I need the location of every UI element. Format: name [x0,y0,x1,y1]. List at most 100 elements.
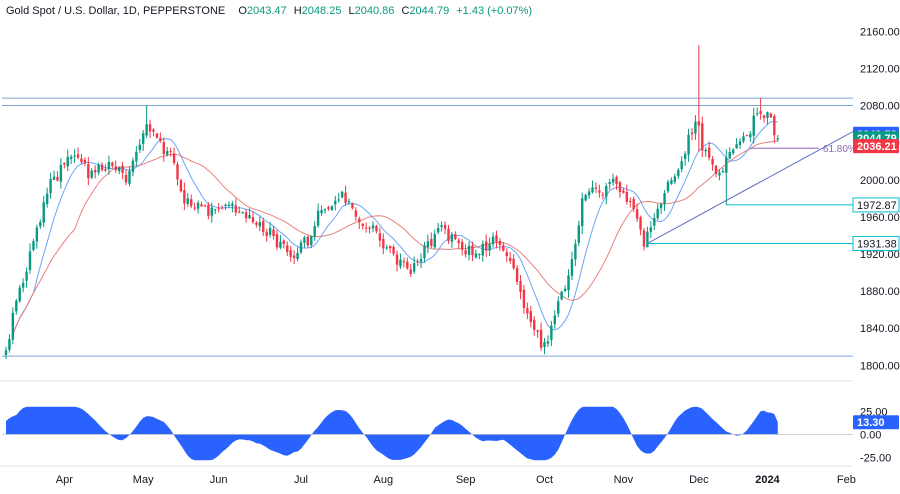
candle-body [196,202,200,209]
candle-body [358,218,361,223]
oscillator-axis-tick-label: 0.00 [860,429,881,441]
time-axis-tick-label: Nov [614,474,634,486]
candle-body [128,171,131,184]
candle-body [639,217,642,230]
price-axis-tick-label: 1960.00 [860,212,900,224]
candle-body [395,254,399,265]
candle-body [512,258,515,269]
candle-body [18,287,21,302]
candle-body [258,222,262,227]
high-value: 2048.25 [301,5,342,17]
candle-body [337,199,340,201]
candle-body [526,308,529,314]
symbol-title[interactable]: Gold Spot / U.S. Dollar, 1D, PEPPERSTONE [6,5,226,17]
candle-body [117,167,121,172]
candle-body [485,241,488,251]
annotations-layer: 61.80% [647,131,857,244]
candle-body [104,169,107,171]
candle-body [234,205,238,213]
candle-body [28,251,32,270]
candle-body [371,225,375,229]
change-value: +1.43 (+0.07%) [456,5,533,17]
candle-body [608,182,611,185]
candle-body [15,300,18,312]
candle-body [522,289,526,308]
candle-body [255,222,258,225]
time-axis-tick-label: Feb [837,474,856,486]
candle-body [642,230,646,247]
candle-body [138,144,141,151]
candle-body [73,155,76,157]
candle-body [299,242,303,253]
axes-layer: 1800.00 1840.00 1880.00 1920.00 1960.00 2000.… [56,26,900,486]
time-axis-tick-label: Aug [374,474,394,486]
candle-body [320,210,323,214]
candle-body [220,207,224,209]
candle-body [412,263,416,272]
candle-body [598,190,601,193]
candle-body [488,244,491,251]
level-tag-box [852,235,900,251]
candle-body [670,180,673,184]
candle-body [124,175,128,183]
candle-body [21,282,25,288]
candle-body [615,177,618,185]
candle-body [66,156,69,167]
candle-body [313,226,316,237]
candle-body [399,259,402,267]
candle-body [725,157,728,173]
candle-body [618,182,622,193]
candle-body [176,164,179,180]
candle-body [680,161,683,170]
oscillator-layer [2,406,853,461]
candle-body [594,187,598,189]
candle-body [172,153,176,163]
candle-body [279,241,282,248]
candle-body [145,124,148,136]
candle-body [340,191,344,198]
candle-body [529,311,532,323]
symbol-legend[interactable]: Gold Spot / U.S. Dollar, 1D, PEPPERSTONE… [6,5,532,17]
time-axis-tick-label: 2024 [755,474,780,486]
candle-body [162,142,165,155]
candle-body [327,207,330,209]
candle-body [450,234,454,242]
candle-body [632,198,635,210]
candle-body [704,149,707,152]
candle-body [776,138,779,140]
candle-body [217,208,220,210]
price-axis-tick-label: 1840.00 [860,323,900,335]
candle-body [745,135,749,137]
candle-body [731,149,735,154]
candle-body [536,330,539,332]
candle-body [755,113,759,115]
candle-body [39,222,42,227]
price-axis-tick-label: 1800.00 [860,360,900,372]
candle-body [114,166,117,171]
price-axis-tick-label: 2000.00 [860,175,900,187]
candle-body [546,341,550,344]
time-axis-tick-label: Oct [536,474,553,486]
candle-body [574,243,577,260]
candle-body [416,261,419,263]
candle-body [635,209,639,219]
candle-body [42,202,45,223]
candle-body [69,156,73,159]
candle-body [4,350,8,355]
candle-body [728,152,731,159]
trendline[interactable] [647,131,854,244]
low-label: L [348,5,355,17]
candle-body [584,195,587,201]
candle-body [155,133,159,138]
candle-body [385,247,388,249]
candle-body [491,236,495,245]
candle-body [611,178,615,183]
candle-body [457,240,460,244]
candle-body [368,227,371,229]
candle-body [656,208,659,219]
candle-body [742,136,745,142]
candle-body [560,291,563,300]
candle-body [210,207,213,216]
candle-body [49,179,52,194]
